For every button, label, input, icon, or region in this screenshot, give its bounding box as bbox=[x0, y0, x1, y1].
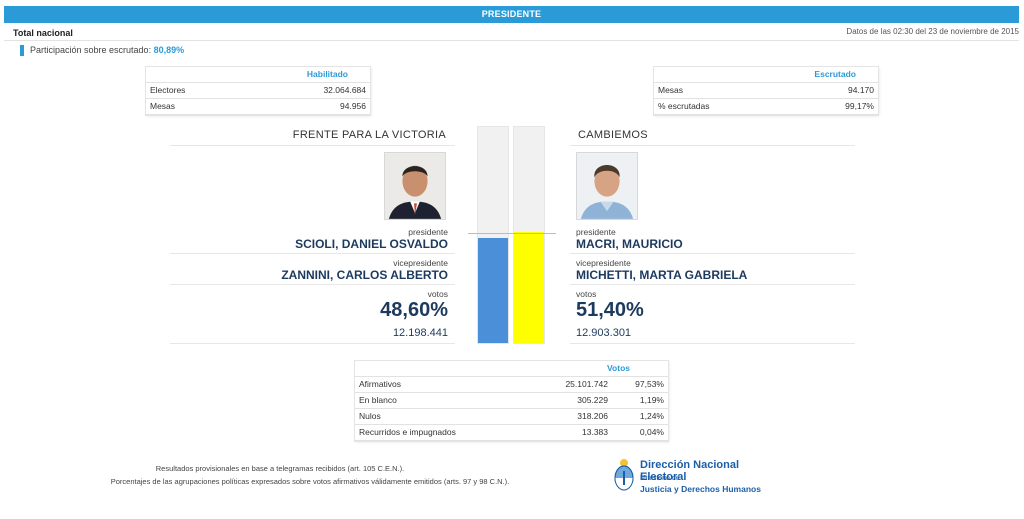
header-title: PRESIDENTE bbox=[481, 9, 542, 19]
row-votes: 25.101.742 bbox=[528, 376, 612, 393]
right-percent: 51,40% bbox=[576, 299, 644, 321]
participation-marker bbox=[20, 45, 24, 56]
right-president-name: MACRI, MAURICIO bbox=[576, 237, 683, 251]
escrutado-table: Escrutado Mesas 94.170 % escrutadas 99,1… bbox=[654, 67, 878, 115]
right-vote-bar bbox=[514, 231, 544, 343]
row-label: Recurridos e impugnados bbox=[355, 424, 529, 441]
right-votes-label: votos bbox=[576, 289, 597, 299]
right-president-role: presidente bbox=[576, 227, 616, 237]
right-votes: 12.903.301 bbox=[576, 327, 632, 339]
row-label: Nulos bbox=[355, 408, 529, 425]
row-percent: 1,19% bbox=[612, 392, 668, 409]
footer-note-2: Porcentajes de las agrupaciones política… bbox=[110, 477, 510, 486]
participation-line: Participación sobre escrutado: 80,89% bbox=[20, 45, 184, 56]
right-vice-role: vicepresidente bbox=[576, 258, 631, 268]
left-party-name: FRENTE PARA LA VICTORIA bbox=[292, 129, 446, 141]
habilitado-header: Habilitado bbox=[146, 67, 370, 83]
argentina-coat-of-arms-icon bbox=[614, 459, 634, 491]
divider bbox=[170, 284, 455, 285]
row-votes: 305.229 bbox=[528, 392, 612, 409]
votes-table: Votos Afirmativos 25.101.742 97,53% En b… bbox=[355, 361, 668, 441]
scope-title: Total nacional bbox=[13, 28, 73, 38]
fifty-percent-line bbox=[468, 233, 556, 234]
left-candidate-photo bbox=[384, 152, 446, 220]
row-percent: 1,24% bbox=[612, 408, 668, 425]
page-header-bar: PRESIDENTE bbox=[4, 6, 1019, 23]
table-row: Mesas 94.170 bbox=[654, 82, 878, 99]
left-bar-track bbox=[477, 126, 509, 344]
divider bbox=[170, 343, 455, 344]
left-percent: 48,60% bbox=[380, 299, 448, 321]
table-row: Recurridos e impugnados 13.383 0,04% bbox=[355, 424, 668, 441]
divider bbox=[170, 253, 455, 254]
row-label: Mesas bbox=[146, 98, 250, 115]
left-vice-role: vicepresidente bbox=[393, 258, 448, 268]
table-row: En blanco 305.229 1,19% bbox=[355, 392, 668, 409]
row-value: 94.956 bbox=[249, 98, 370, 115]
left-president-name: SCIOLI, DANIEL OSVALDO bbox=[295, 237, 448, 251]
left-vote-bar bbox=[478, 238, 508, 343]
dne-logo: Dirección Nacional Electoral Ministerio … bbox=[612, 457, 782, 497]
row-value: 32.064.684 bbox=[249, 82, 370, 99]
subheader: Total nacional Datos de las 02:30 del 23… bbox=[4, 25, 1019, 41]
row-label: % escrutadas bbox=[654, 98, 793, 115]
right-vice-name: MICHETTI, MARTA GABRIELA bbox=[576, 268, 748, 282]
person-icon bbox=[577, 153, 637, 219]
right-candidate-photo bbox=[576, 152, 638, 220]
escrutado-header: Escrutado bbox=[654, 67, 878, 83]
habilitado-table: Habilitado Electores 32.064.684 Mesas 94… bbox=[146, 67, 370, 115]
row-label: Mesas bbox=[654, 82, 793, 99]
row-value: 99,17% bbox=[792, 98, 878, 115]
left-vice-name: ZANNINI, CARLOS ALBERTO bbox=[281, 268, 448, 282]
table-row: Afirmativos 25.101.742 97,53% bbox=[355, 376, 668, 393]
divider bbox=[570, 343, 855, 344]
logo-title: Dirección Nacional Electoral bbox=[640, 459, 740, 483]
divider bbox=[570, 284, 855, 285]
person-icon bbox=[385, 153, 445, 219]
row-percent: 0,04% bbox=[612, 424, 668, 441]
row-votes: 13.383 bbox=[528, 424, 612, 441]
participation-value: 80,89% bbox=[153, 45, 185, 55]
data-timestamp: Datos de las 02:30 del 23 de noviembre d… bbox=[846, 27, 1019, 36]
left-president-role: presidente bbox=[408, 227, 448, 237]
votes-header: Votos bbox=[355, 361, 668, 377]
table-row: % escrutadas 99,17% bbox=[654, 98, 878, 115]
table-row: Nulos 318.206 1,24% bbox=[355, 408, 668, 425]
right-party-name: CAMBIEMOS bbox=[578, 129, 648, 141]
right-bar-track bbox=[513, 126, 545, 344]
table-row: Electores 32.064.684 bbox=[146, 82, 370, 99]
divider bbox=[570, 145, 855, 146]
table-row: Mesas 94.956 bbox=[146, 98, 370, 115]
divider bbox=[170, 145, 455, 146]
participation-label: Participación sobre escrutado: bbox=[30, 45, 152, 55]
row-percent: 97,53% bbox=[612, 376, 668, 393]
logo-department: Justicia y Derechos Humanos bbox=[640, 484, 761, 494]
row-label: En blanco bbox=[355, 392, 529, 409]
row-label: Electores bbox=[146, 82, 250, 99]
divider bbox=[570, 253, 855, 254]
footer-note-1: Resultados provisionales en base a teleg… bbox=[155, 464, 405, 473]
row-label: Afirmativos bbox=[355, 376, 529, 393]
left-votes: 12.198.441 bbox=[392, 327, 448, 339]
row-value: 94.170 bbox=[792, 82, 878, 99]
left-votes-label: votos bbox=[427, 289, 448, 299]
logo-subtitle: Ministerio de bbox=[640, 475, 680, 482]
row-votes: 318.206 bbox=[528, 408, 612, 425]
